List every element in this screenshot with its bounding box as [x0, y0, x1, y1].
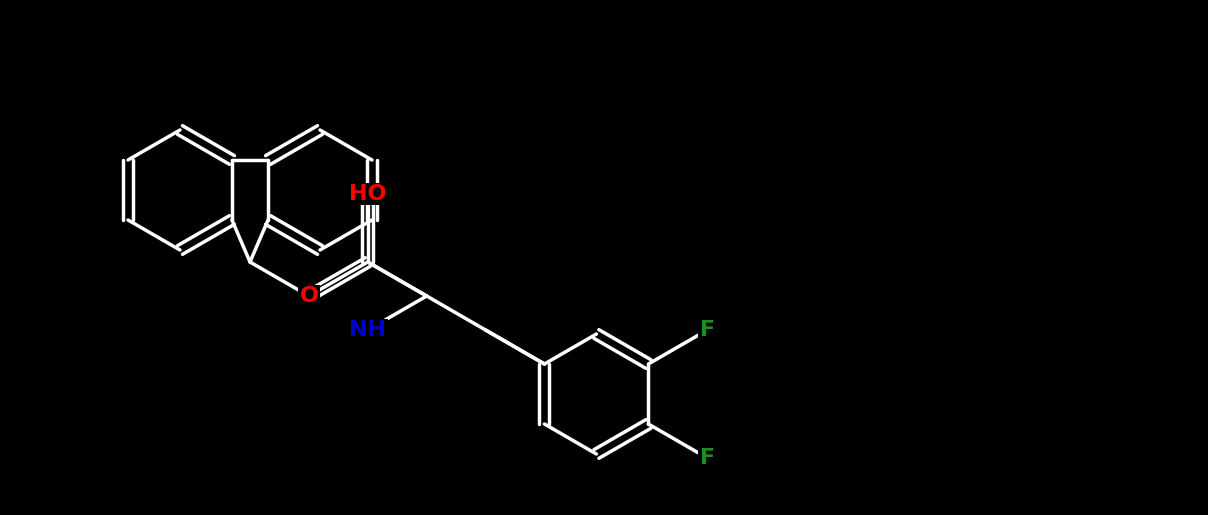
Text: NH: NH: [349, 320, 387, 340]
Text: O: O: [300, 286, 319, 306]
Text: O: O: [300, 286, 319, 306]
Text: F: F: [699, 448, 715, 468]
Text: HO: HO: [349, 184, 387, 204]
Text: O: O: [359, 184, 377, 204]
Text: F: F: [699, 320, 715, 340]
